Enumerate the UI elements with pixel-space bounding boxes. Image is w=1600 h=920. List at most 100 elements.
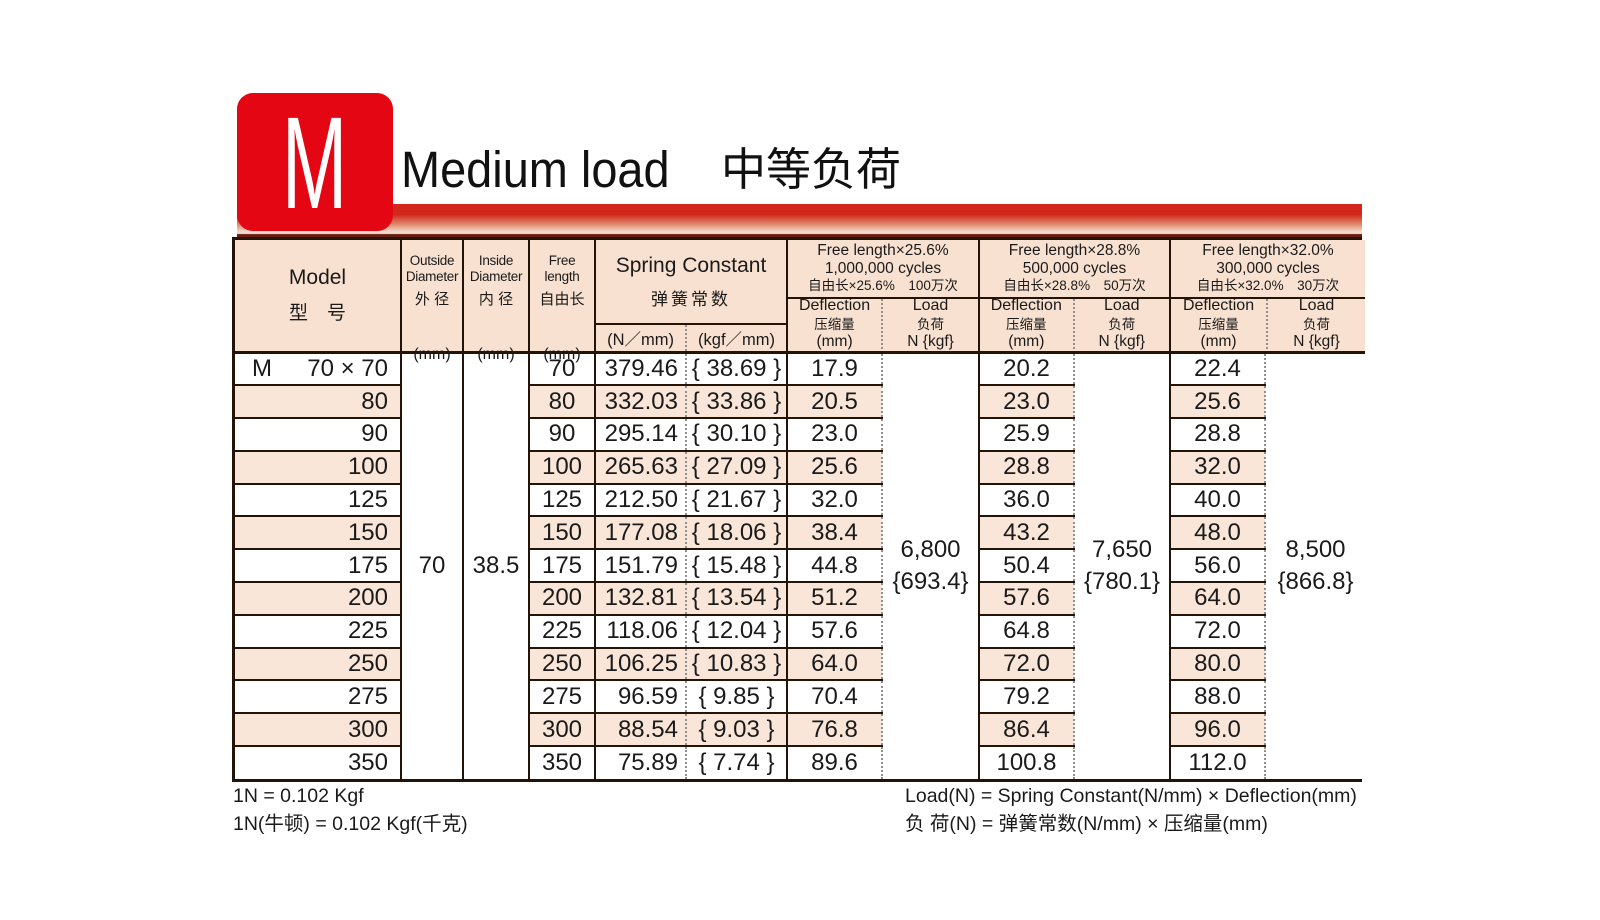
- group1-load-header: Load 负荷 N {kgf}: [881, 297, 978, 351]
- deflection1-cell: 20.5: [787, 385, 883, 420]
- deflection-unit: (mm): [1008, 333, 1045, 351]
- deflection3-cell: 40.0: [1170, 483, 1266, 518]
- table-row: 275 275 96.59 { 9.85 } 70.4 79.2 88.0: [235, 680, 1365, 715]
- free-length-label-en2: length: [544, 269, 580, 285]
- model-cell: 200: [235, 582, 402, 616]
- spring-constant-n-cell: 332.03: [595, 385, 687, 420]
- free-length-label-en1: Free: [548, 253, 576, 268]
- deflection2-cell: 72.0: [979, 647, 1075, 682]
- inside-unit: (mm): [477, 346, 515, 363]
- inside-label-en1: Inside: [478, 253, 514, 268]
- deflection2-cell: 28.8: [979, 450, 1075, 485]
- deflection-unit: (mm): [1200, 333, 1237, 351]
- spring-constant-kgf-cell: { 18.06 }: [686, 516, 788, 551]
- page-title: Medium load 中等负荷: [401, 144, 901, 195]
- spring-constant-n-cell: 177.08: [595, 516, 687, 551]
- deflection2-cell: 64.8: [979, 614, 1075, 649]
- spring-constant-n-cell: 96.59: [595, 680, 687, 715]
- page-title-en: Medium load: [401, 141, 670, 198]
- outside-diameter-cell: 70: [401, 352, 464, 779]
- deflection2-cell: 36.0: [979, 483, 1075, 518]
- table-row: 80 80 332.03 { 33.86 } 20.5 23.0 25.6: [235, 385, 1365, 420]
- deflection1-cell: 17.9: [787, 352, 883, 387]
- group1-line3: 自由长×25.6% 100万次: [808, 278, 958, 294]
- col-header-spring-constant: Spring Constant 弹簧常数 (N／mm) (kgf／mm): [595, 240, 788, 354]
- load-unit: N {kgf}: [1293, 333, 1340, 351]
- deflection3-cell: 48.0: [1170, 516, 1266, 551]
- spring-constant-label-en: Spring Constant: [615, 253, 767, 277]
- deflection3-cell: 72.0: [1170, 614, 1266, 649]
- deflection2-cell: 20.2: [979, 352, 1075, 387]
- spring-constant-kgf-cell: { 12.04 }: [686, 614, 788, 649]
- deflection1-cell: 23.0: [787, 418, 883, 452]
- model-cell: M 70 × 70: [235, 352, 402, 387]
- model-cell: 100: [235, 450, 402, 485]
- deflection-label-en: Deflection: [1182, 297, 1255, 315]
- model-cell: 350: [235, 746, 402, 779]
- group3-load-header: Load 负荷 N {kgf}: [1266, 297, 1365, 351]
- table-row: 250 250 106.25 { 10.83 } 64.0 72.0 80.0: [235, 647, 1365, 682]
- group3-deflection-header: Deflection 压缩量 (mm): [1171, 297, 1266, 351]
- footnote-right: Load(N) = Spring Constant(N/mm) × Deflec…: [905, 782, 1357, 838]
- footnote-unit-conversion-zh: 1N(牛顿) = 0.102 Kgf(千克): [233, 813, 468, 835]
- group1-line1: Free length×25.6%: [817, 241, 949, 259]
- deflection2-cell: 57.6: [979, 582, 1075, 616]
- spring-constant-kgf-cell: { 30.10 }: [686, 418, 788, 452]
- group1-line2: 1,000,000 cycles: [824, 260, 942, 278]
- spring-spec-table: Model 型 号 Outside Diameter 外 径 (mm): [232, 237, 1365, 782]
- load-label-en: Load: [1103, 297, 1140, 315]
- model-label-zh: 型 号: [288, 303, 346, 324]
- inside-diameter-cell: 38.5: [463, 352, 530, 779]
- load3-kgf: {866.8}: [1277, 568, 1354, 596]
- table-row: 175 175 151.79 { 15.48 } 44.8 50.4 56.0: [235, 549, 1365, 584]
- load2-cell: 7,650 {780.1}: [1074, 352, 1171, 779]
- spring-constant-kgf-cell: { 9.03 }: [686, 713, 788, 748]
- page-title-zh: 中等负荷: [720, 144, 901, 195]
- footnote-left: 1N = 0.102 Kgf 1N(牛顿) = 0.102 Kgf(千克): [233, 782, 468, 838]
- deflection3-cell: 64.0: [1170, 582, 1266, 616]
- outside-label-en1: Outside: [409, 253, 455, 268]
- deflection2-cell: 43.2: [979, 516, 1075, 551]
- spring-constant-kgf-cell: { 21.67 }: [686, 483, 788, 518]
- deflection2-cell: 86.4: [979, 713, 1075, 748]
- load-unit: N {kgf}: [907, 333, 954, 351]
- free-length-label-zh: 自由长: [539, 291, 585, 309]
- deflection2-cell: 25.9: [979, 418, 1075, 452]
- model-prefix: M: [252, 355, 272, 383]
- load1-kgf: {693.4}: [892, 568, 969, 596]
- table-row: 225 225 118.06 { 12.04 } 57.6 64.8 72.0: [235, 614, 1365, 649]
- deflection1-cell: 57.6: [787, 614, 883, 649]
- inside-label-zh: 内 径: [478, 291, 514, 309]
- table-row: 300 300 88.54 { 9.03 } 76.8 86.4 96.0: [235, 713, 1365, 748]
- deflection2-cell: 100.8: [979, 746, 1075, 779]
- deflection-unit: (mm): [816, 333, 853, 351]
- group1-deflection-header: Deflection 压缩量 (mm): [788, 297, 881, 351]
- free-length-cell: 70: [529, 352, 596, 387]
- table-row: 200 200 132.81 { 13.54 } 51.2 57.6 64.0: [235, 582, 1365, 616]
- free-length-cell: 275: [529, 680, 596, 715]
- load1-cell: 6,800 {693.4}: [882, 352, 980, 779]
- footnote-load-formula-en: Load(N) = Spring Constant(N/mm) × Deflec…: [905, 785, 1357, 807]
- model-cell: 275: [235, 680, 402, 715]
- spring-constant-n-cell: 295.14: [595, 418, 687, 452]
- col-header-cycle-group-2: Free length×28.8% 500,000 cycles 自由长×28.…: [979, 240, 1171, 354]
- deflection1-cell: 76.8: [787, 713, 883, 748]
- model-cell: 80: [235, 385, 402, 420]
- spring-constant-kgf-cell: { 13.54 }: [686, 582, 788, 616]
- deflection2-cell: 23.0: [979, 385, 1075, 420]
- free-length-cell: 100: [529, 450, 596, 485]
- deflection1-cell: 32.0: [787, 483, 883, 518]
- deflection3-cell: 80.0: [1170, 647, 1266, 682]
- spring-constant-n-cell: 379.46: [595, 352, 687, 387]
- deflection1-cell: 51.2: [787, 582, 883, 616]
- spring-constant-kgf-cell: { 9.85 }: [686, 680, 788, 715]
- deflection3-cell: 96.0: [1170, 713, 1266, 748]
- free-length-cell: 90: [529, 418, 596, 452]
- deflection-label-zh: 压缩量: [1198, 316, 1239, 332]
- deflection3-cell: 28.8: [1170, 418, 1266, 452]
- outside-label-en2: Diameter: [405, 269, 459, 285]
- table-row: 125 125 212.50 { 21.67 } 32.0 36.0 40.0: [235, 483, 1365, 518]
- group2-line3: 自由长×28.8% 50万次: [1003, 278, 1146, 294]
- col-header-inside-diameter: Inside Diameter 内 径 (mm): [463, 240, 530, 363]
